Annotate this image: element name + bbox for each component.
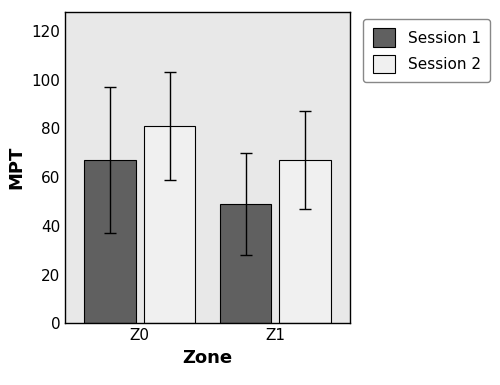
Y-axis label: MPT: MPT xyxy=(8,146,26,189)
Bar xyxy=(220,204,272,323)
Legend: Session 1, Session 2: Session 1, Session 2 xyxy=(364,19,490,82)
Bar xyxy=(144,126,196,323)
X-axis label: Zone: Zone xyxy=(182,349,232,367)
Bar xyxy=(280,160,331,323)
Bar xyxy=(84,160,136,323)
